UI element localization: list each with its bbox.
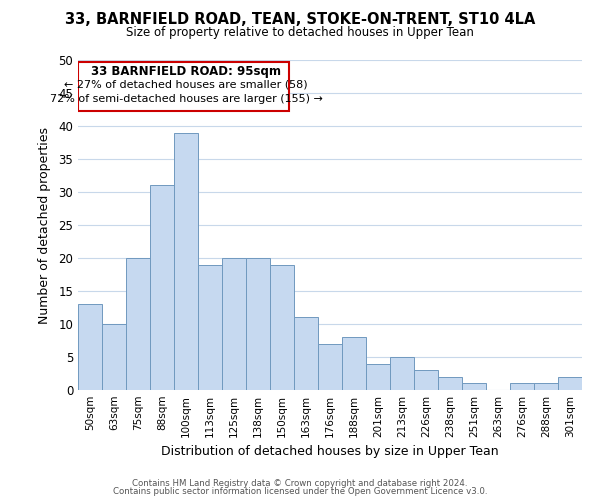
- Bar: [342, 337, 366, 390]
- Bar: [366, 364, 390, 390]
- Text: Contains HM Land Registry data © Crown copyright and database right 2024.: Contains HM Land Registry data © Crown c…: [132, 478, 468, 488]
- Bar: [246, 258, 270, 390]
- Bar: [198, 264, 222, 390]
- Bar: [534, 384, 558, 390]
- Text: Size of property relative to detached houses in Upper Tean: Size of property relative to detached ho…: [126, 26, 474, 39]
- Y-axis label: Number of detached properties: Number of detached properties: [38, 126, 52, 324]
- Bar: [318, 344, 342, 390]
- Text: ← 27% of detached houses are smaller (58): ← 27% of detached houses are smaller (58…: [64, 80, 308, 90]
- Bar: [510, 384, 534, 390]
- Bar: [222, 258, 246, 390]
- Bar: [150, 186, 174, 390]
- Text: 72% of semi-detached houses are larger (155) →: 72% of semi-detached houses are larger (…: [50, 94, 322, 104]
- Text: 33, BARNFIELD ROAD, TEAN, STOKE-ON-TRENT, ST10 4LA: 33, BARNFIELD ROAD, TEAN, STOKE-ON-TRENT…: [65, 12, 535, 28]
- X-axis label: Distribution of detached houses by size in Upper Tean: Distribution of detached houses by size …: [161, 446, 499, 458]
- FancyBboxPatch shape: [78, 62, 289, 112]
- Bar: [558, 377, 582, 390]
- Bar: [126, 258, 150, 390]
- Bar: [438, 377, 462, 390]
- Bar: [78, 304, 102, 390]
- Text: 33 BARNFIELD ROAD: 95sqm: 33 BARNFIELD ROAD: 95sqm: [91, 64, 281, 78]
- Bar: [174, 132, 198, 390]
- Bar: [102, 324, 126, 390]
- Bar: [294, 318, 318, 390]
- Bar: [270, 264, 294, 390]
- Bar: [414, 370, 438, 390]
- Text: Contains public sector information licensed under the Open Government Licence v3: Contains public sector information licen…: [113, 487, 487, 496]
- Bar: [462, 384, 486, 390]
- Bar: [390, 357, 414, 390]
